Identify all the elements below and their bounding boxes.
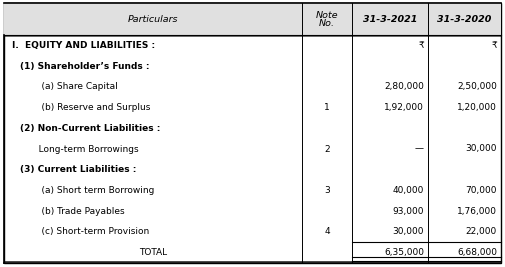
Text: (a) Share Capital: (a) Share Capital: [30, 82, 118, 91]
Text: 31-3-2020: 31-3-2020: [437, 14, 492, 23]
Text: 6,35,000: 6,35,000: [384, 248, 424, 257]
Text: 31-3-2021: 31-3-2021: [363, 14, 417, 23]
Text: 1,92,000: 1,92,000: [384, 103, 424, 112]
Text: (c) Short-term Provision: (c) Short-term Provision: [30, 227, 149, 236]
Text: 1: 1: [324, 103, 330, 112]
Text: 4: 4: [324, 227, 330, 236]
Text: (3) Current Liabilities :: (3) Current Liabilities :: [20, 165, 136, 174]
Text: I.  EQUITY AND LIABILITIES :: I. EQUITY AND LIABILITIES :: [12, 41, 155, 50]
Text: (a) Short term Borrowing: (a) Short term Borrowing: [30, 186, 155, 195]
Text: Note: Note: [316, 10, 338, 19]
Text: 1,76,000: 1,76,000: [457, 207, 497, 216]
Text: 1,20,000: 1,20,000: [457, 103, 497, 112]
Text: 70,000: 70,000: [466, 186, 497, 195]
Text: (b) Trade Payables: (b) Trade Payables: [30, 207, 125, 216]
Text: ₹: ₹: [491, 41, 497, 50]
Text: 40,000: 40,000: [392, 186, 424, 195]
Text: —: —: [415, 144, 424, 154]
Text: Long-term Borrowings: Long-term Borrowings: [30, 144, 139, 154]
Text: 22,000: 22,000: [466, 227, 497, 236]
Text: (1) Shareholder’s Funds :: (1) Shareholder’s Funds :: [20, 62, 149, 70]
Text: 2,80,000: 2,80,000: [384, 82, 424, 91]
Text: 3: 3: [324, 186, 330, 195]
Text: 2,50,000: 2,50,000: [457, 82, 497, 91]
Text: Particulars: Particulars: [128, 14, 178, 23]
Text: 6,68,000: 6,68,000: [457, 248, 497, 257]
Text: 30,000: 30,000: [466, 144, 497, 154]
Text: TOTAL: TOTAL: [139, 248, 167, 257]
Text: 30,000: 30,000: [392, 227, 424, 236]
Text: ₹: ₹: [418, 41, 424, 50]
Text: (b) Reserve and Surplus: (b) Reserve and Surplus: [30, 103, 150, 112]
Text: No.: No.: [319, 18, 335, 28]
Text: 93,000: 93,000: [392, 207, 424, 216]
Text: (2) Non-Current Liabilities :: (2) Non-Current Liabilities :: [20, 124, 161, 133]
Bar: [4, 3, 501, 35]
Text: 2: 2: [324, 144, 330, 154]
